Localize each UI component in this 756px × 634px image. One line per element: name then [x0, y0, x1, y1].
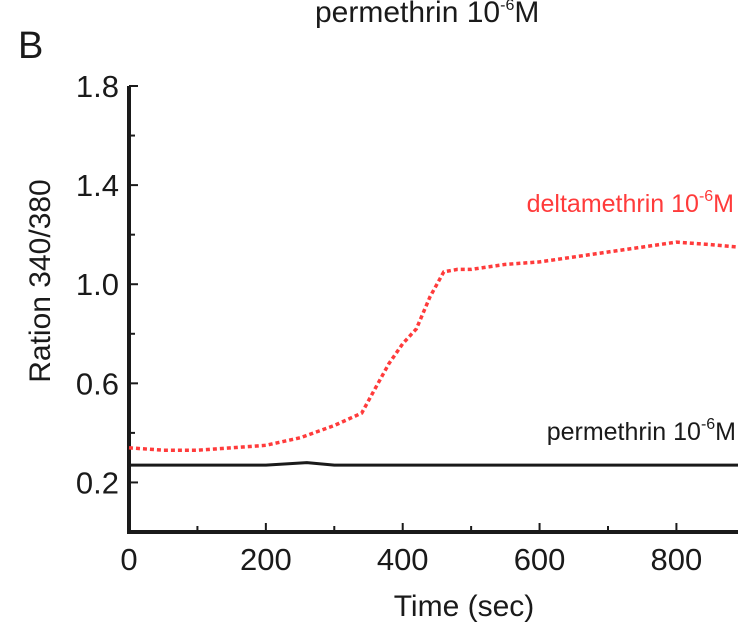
x-tick-label: 800 [651, 542, 703, 577]
series-line-permethrin [129, 461, 738, 467]
x-tick-label: 200 [240, 542, 292, 577]
x-tick-label: 400 [377, 542, 429, 577]
series-label-permethrin: permethrin 10-6M [547, 416, 736, 446]
y-tick-label: 0.6 [76, 366, 119, 401]
y-tick-label: 0.2 [76, 465, 119, 500]
series-layer [128, 240, 739, 467]
y-axis-title: Ration 340/380 [24, 179, 57, 383]
tick-labels: 0.2 0.6 1.0 1.4 1.8 0 200 400 600 800 [76, 69, 702, 577]
x-tick-label: 0 [120, 542, 137, 577]
series-line-deltamethrin [128, 240, 739, 452]
y-tick-label: 1.8 [76, 69, 119, 104]
panel-label: B [18, 25, 43, 67]
x-tick-label: 600 [514, 542, 566, 577]
top-caption: permethrin 10-6M [315, 0, 539, 29]
axis-ticks [128, 85, 678, 532]
y-tick-label: 1.0 [76, 267, 119, 302]
series-label-deltamethrin: deltamethrin 10-6M [527, 188, 734, 218]
x-axis-title: Time (sec) [394, 590, 535, 623]
y-tick-label: 1.4 [76, 168, 119, 203]
